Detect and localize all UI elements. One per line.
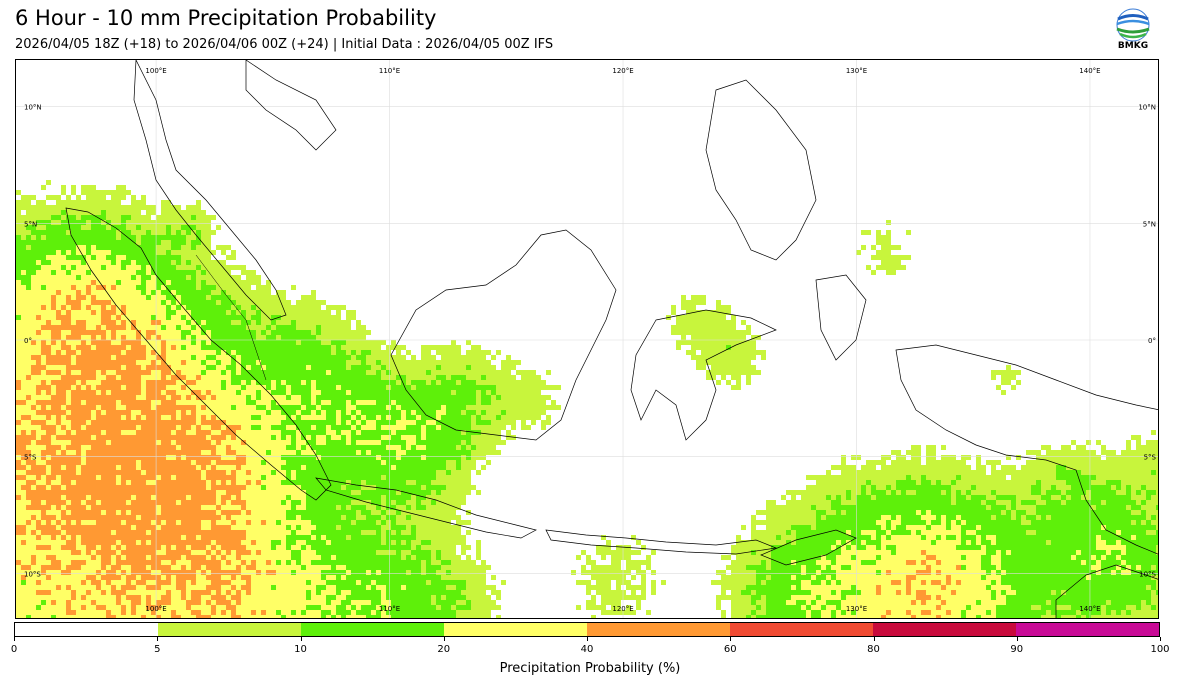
colorbar-tick-label: 20	[437, 644, 451, 655]
coastline-malay-peninsula	[133, 60, 287, 321]
colorbar	[14, 622, 1160, 637]
lon-tick-label-top: 130°E	[846, 67, 867, 75]
lat-tick-label-left: 5°S	[24, 454, 37, 462]
lon-tick-label-top: 100°E	[145, 67, 166, 75]
colorbar-tick	[873, 637, 875, 641]
precipitation-layer	[16, 180, 1158, 618]
lon-tick-label-bottom: 130°E	[846, 605, 867, 613]
lon-tick-label-top: 120°E	[612, 67, 633, 75]
lon-tick-label-bottom: 100°E	[145, 605, 166, 613]
lat-tick-label-left: 5°N	[24, 220, 37, 228]
coastline-borneo	[390, 229, 617, 441]
colorbar-bin	[444, 623, 587, 636]
map-tick-labels: 100°E 100°E 110°E 110°E 120°E 120°E 130°E 130°E…	[24, 67, 1157, 613]
lat-tick-label-right: 5°N	[1143, 220, 1156, 228]
colorbar-tick-label: 40	[580, 644, 594, 655]
colorbar-bin	[587, 623, 730, 636]
lat-tick-label-right: 10°N	[1138, 104, 1156, 112]
lat-tick-label-right: 5°S	[1144, 454, 1157, 462]
coastline-lesser-sunda	[545, 529, 778, 555]
colorbar-bin	[873, 623, 1016, 636]
colorbar-label: Precipitation Probability (%)	[499, 661, 681, 676]
coastline-timor	[760, 529, 857, 566]
logo-text: BMKG	[1117, 41, 1149, 51]
lat-tick-label-left: 0°	[24, 337, 32, 345]
coastline-new-guinea	[895, 344, 1158, 555]
colorbar-tick-label: 90	[1010, 644, 1024, 655]
colorbar-tick	[14, 637, 15, 641]
colorbar-tick	[730, 637, 732, 641]
colorbar-tick-label: 100	[1150, 644, 1170, 655]
colorbar-bin	[15, 623, 158, 636]
lon-tick-label-bottom: 120°E	[612, 605, 633, 613]
colorbar-bin	[730, 623, 873, 636]
colorbar-bin	[158, 623, 301, 636]
bmkg-logo-icon	[1116, 8, 1150, 42]
colorbar-bin	[1016, 623, 1159, 636]
bmkg-logo: BMKG	[1113, 8, 1153, 54]
colorbar-tick	[157, 637, 159, 641]
chart-title: 6 Hour - 10 mm Precipitation Probability	[15, 6, 437, 30]
colorbar-tick-label: 5	[154, 644, 161, 655]
colorbar-tick-label: 10	[294, 644, 307, 655]
chart-subtitle: 2026/04/05 18Z (+18) to 2026/04/06 00Z (…	[15, 37, 554, 52]
lat-tick-label-left: 10°S	[24, 570, 41, 578]
precipitation-map: 100°E 100°E 110°E 110°E 120°E 120°E 130°E 130°E…	[15, 59, 1159, 619]
coastline-java	[315, 477, 537, 539]
coastline-australia	[1055, 564, 1158, 618]
coastline-sumatra	[65, 207, 332, 501]
border-line	[195, 254, 267, 381]
colorbar-tick	[443, 637, 445, 641]
coastline-maluku	[815, 274, 867, 361]
lat-tick-label-right: 0°	[1148, 337, 1156, 345]
lon-tick-label-bottom: 110°E	[379, 605, 400, 613]
graticule	[16, 60, 1158, 618]
colorbar-bin	[301, 623, 444, 636]
colorbar-tick	[1016, 637, 1018, 641]
colorbar-tick	[587, 637, 588, 641]
colorbar-tick-label: 0	[10, 644, 18, 655]
colorbar-tick	[1160, 637, 1161, 641]
colorbar-ticks: 0 5 10 20 40 60 80 90 100	[10, 637, 1170, 659]
colorbar-tick-label: 60	[723, 644, 737, 655]
lon-tick-label-top: 110°E	[379, 67, 400, 75]
lat-tick-label-right: 10°S	[1139, 570, 1156, 578]
lat-tick-label-left: 10°N	[24, 104, 42, 112]
coastline-philippines	[705, 79, 817, 261]
coastline-sulawesi	[630, 309, 777, 441]
colorbar-tick-label: 80	[867, 644, 880, 655]
coastlines	[65, 60, 1158, 618]
lon-tick-label-bottom: 140°E	[1079, 605, 1100, 613]
colorbar-tick	[300, 637, 302, 641]
lon-tick-label-top: 140°E	[1079, 67, 1100, 75]
coastline-indochina	[245, 60, 337, 151]
